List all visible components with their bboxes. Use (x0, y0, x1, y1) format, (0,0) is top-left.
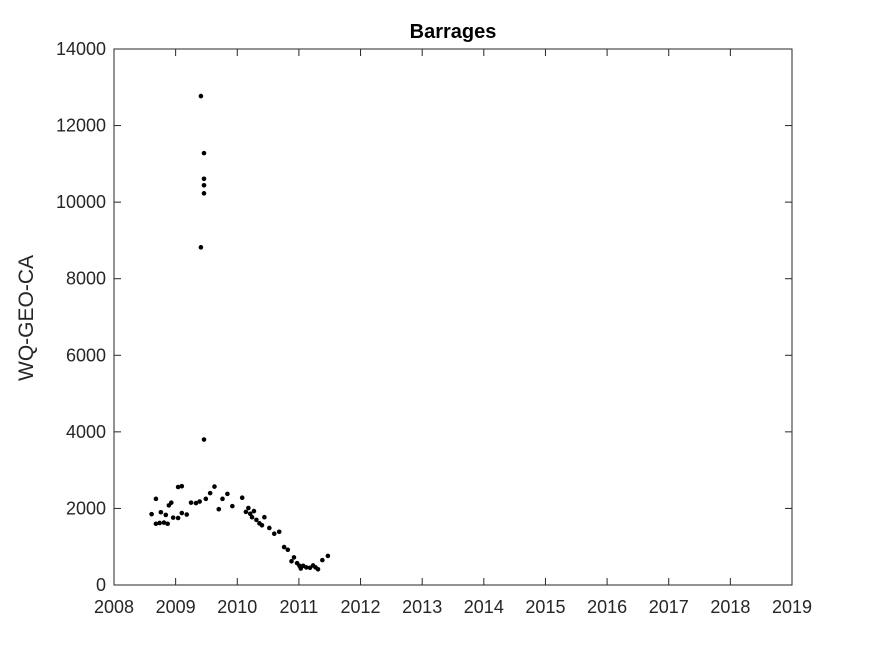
y-axis-label: WQ-GEO-CA (15, 255, 38, 381)
data-point (289, 558, 294, 564)
x-tick-label: 2018 (710, 597, 750, 617)
data-point (153, 521, 159, 527)
data-point (201, 176, 207, 182)
y-tick-label: 14000 (56, 39, 106, 59)
data-point (163, 512, 169, 518)
data-point (169, 500, 174, 505)
chart-title: Barrages (410, 21, 497, 43)
data-point (193, 500, 199, 506)
data-point (291, 555, 297, 560)
x-axis: 2008 2009 2010 2011 2012 2013 2014 2015 2016 2017… (94, 49, 812, 617)
data-point (246, 505, 251, 511)
data-point (149, 511, 154, 517)
data-point (267, 525, 272, 531)
axes-box (113, 48, 793, 586)
data-point (216, 506, 222, 512)
data-point (179, 510, 185, 516)
data-point (203, 496, 209, 502)
data-point (198, 245, 204, 250)
y-tick-label: 0 (96, 575, 106, 595)
data-point (315, 567, 321, 572)
y-tick-label: 2000 (66, 498, 106, 518)
data-point (271, 531, 277, 536)
x-tick-label: 2008 (94, 597, 134, 617)
data-point (276, 529, 282, 535)
x-tick-label: 2010 (217, 597, 257, 617)
data-points (149, 93, 331, 572)
x-tick-label: 2015 (525, 597, 565, 617)
y-tick-label: 6000 (66, 345, 106, 365)
data-point (198, 93, 204, 99)
data-point (212, 484, 217, 489)
data-point (161, 520, 167, 525)
data-point (165, 521, 170, 527)
data-point (220, 496, 225, 502)
data-point (153, 496, 159, 502)
data-point (225, 491, 230, 497)
data-point (184, 512, 190, 517)
data-point (239, 495, 245, 501)
y-tick-label: 4000 (66, 422, 106, 442)
x-tick-label: 2014 (464, 597, 504, 617)
data-point (188, 500, 194, 505)
data-point (179, 483, 185, 489)
data-point (304, 565, 309, 570)
x-tick-label: 2016 (587, 597, 627, 617)
y-tick-label: 12000 (56, 116, 106, 136)
data-point (249, 514, 255, 520)
data-point (201, 150, 207, 156)
y-axis: 0 2000 4000 6000 8000 10000 12000 14000 (56, 39, 792, 595)
data-point (201, 437, 207, 442)
x-tick-label: 2019 (772, 597, 812, 617)
x-tick-label: 2009 (156, 597, 196, 617)
data-point (243, 509, 249, 515)
x-tick-label: 2011 (280, 597, 319, 617)
data-point (251, 508, 257, 514)
data-point (201, 182, 207, 188)
data-point (201, 191, 207, 196)
data-point (197, 499, 202, 504)
y-tick-label: 8000 (66, 269, 106, 289)
x-tick-label: 2013 (402, 597, 442, 617)
y-tick-label: 10000 (56, 192, 106, 212)
data-point (320, 557, 325, 563)
data-point (170, 515, 176, 520)
plot-area (113, 48, 793, 586)
data-point (325, 553, 331, 559)
data-point (207, 490, 213, 496)
data-point (247, 511, 253, 517)
data-point (157, 520, 162, 526)
data-point (175, 484, 181, 490)
data-point (230, 503, 235, 509)
x-tick-label: 2017 (649, 597, 689, 617)
data-point (254, 517, 259, 523)
data-point (262, 514, 267, 520)
data-point (285, 547, 291, 553)
data-point (158, 509, 164, 515)
data-point (259, 522, 265, 528)
data-point (175, 515, 181, 521)
x-tick-label: 2012 (341, 597, 381, 617)
data-point (281, 544, 287, 550)
